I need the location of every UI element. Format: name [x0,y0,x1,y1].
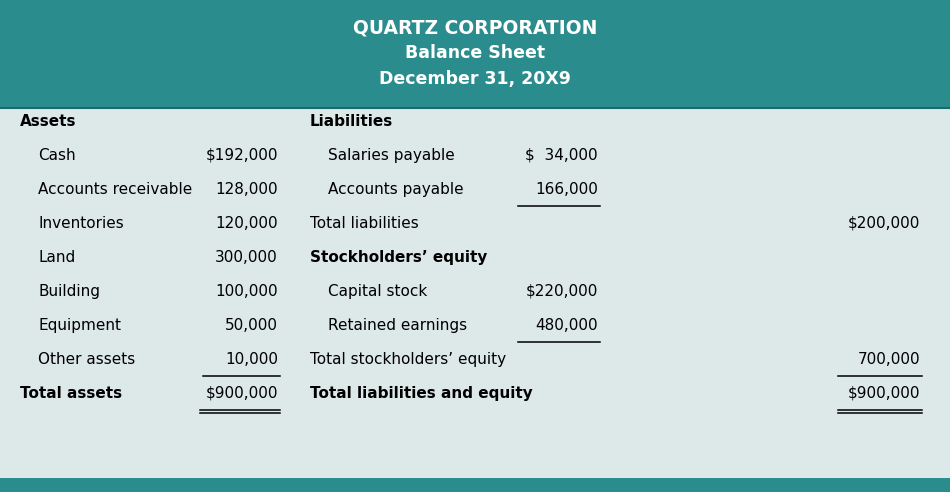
Text: December 31, 20X9: December 31, 20X9 [379,70,571,88]
Bar [0,108,950,478]
Text: Building: Building [38,284,100,299]
Text: Inventories: Inventories [38,216,124,231]
Text: 300,000: 300,000 [216,250,278,265]
Text: 120,000: 120,000 [216,216,278,231]
Text: 100,000: 100,000 [216,284,278,299]
Text: 480,000: 480,000 [536,318,598,333]
Text: QUARTZ CORPORATION: QUARTZ CORPORATION [352,18,598,37]
Text: 50,000: 50,000 [225,318,278,333]
Text: Equipment: Equipment [38,318,121,333]
Text: $192,000: $192,000 [205,148,278,163]
Text: Cash: Cash [38,148,76,163]
Text: 166,000: 166,000 [535,182,598,197]
Text: 128,000: 128,000 [216,182,278,197]
Text: Accounts receivable: Accounts receivable [38,182,192,197]
Bar [0,478,950,492]
Text: Capital stock: Capital stock [328,284,428,299]
Text: $900,000: $900,000 [847,386,920,401]
Text: Balance Sheet: Balance Sheet [405,44,545,62]
Text: Total liabilities and equity: Total liabilities and equity [310,386,533,401]
Text: Land: Land [38,250,75,265]
Text: Total liabilities: Total liabilities [310,216,419,231]
Text: Accounts payable: Accounts payable [328,182,464,197]
Text: Other assets: Other assets [38,352,135,367]
Text: 10,000: 10,000 [225,352,278,367]
Text: Liabilities: Liabilities [310,114,393,129]
Text: Assets: Assets [20,114,77,129]
Bar [0,0,950,108]
Text: $  34,000: $ 34,000 [525,148,598,163]
Text: $200,000: $200,000 [847,216,920,231]
Text: 700,000: 700,000 [857,352,920,367]
Text: Stockholders’ equity: Stockholders’ equity [310,250,487,265]
Text: Retained earnings: Retained earnings [328,318,467,333]
Text: Total assets: Total assets [20,386,123,401]
Text: Total stockholders’ equity: Total stockholders’ equity [310,352,506,367]
Text: Salaries payable: Salaries payable [328,148,455,163]
Text: $900,000: $900,000 [205,386,278,401]
Text: $220,000: $220,000 [525,284,598,299]
